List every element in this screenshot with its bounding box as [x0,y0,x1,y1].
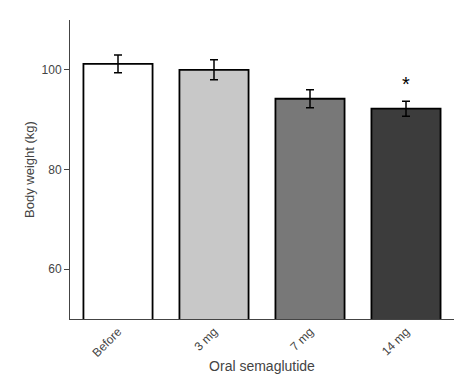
svg-text:Body weight (kg): Body weight (kg) [22,121,37,218]
svg-text:14 mg: 14 mg [379,325,412,358]
svg-text:100: 100 [42,63,62,77]
svg-text:3 mg: 3 mg [192,325,221,354]
svg-text:*: * [402,73,410,95]
svg-text:Oral semaglutide: Oral semaglutide [209,358,315,374]
svg-text:60: 60 [48,262,62,276]
svg-text:7 mg: 7 mg [288,325,317,354]
svg-text:Before: Before [89,325,124,360]
svg-text:80: 80 [48,163,62,177]
